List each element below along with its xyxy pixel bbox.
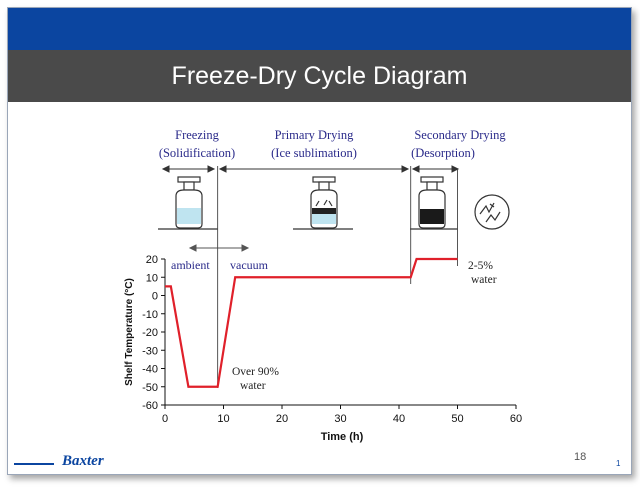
vial-sublimating-icon: [293, 176, 353, 230]
y-tick-label: 0: [152, 291, 158, 303]
phase-primary-title: Primary Drying: [275, 128, 355, 142]
x-tick-label: 30: [334, 413, 346, 425]
x-tick-label: 40: [393, 413, 405, 425]
vial-dried-icon: [410, 176, 458, 230]
label-vacuum: vacuum: [230, 258, 269, 272]
y-tick-label: -60: [142, 400, 158, 412]
y-tick-label: -40: [142, 364, 158, 376]
footer-rule: [14, 463, 54, 465]
x-tick-label: 60: [510, 413, 522, 425]
x-tick-label: 50: [451, 413, 463, 425]
chart-series: [165, 257, 458, 388]
slide-title: Freeze-Dry Cycle Diagram: [8, 50, 631, 102]
phase-boundaries: [217, 166, 458, 388]
x-tick-label: 20: [276, 413, 288, 425]
baxter-logo: Baxter: [62, 453, 104, 469]
y-tick-label: 20: [146, 254, 158, 266]
y-axis-label: Shelf Temperature (°C): [124, 278, 135, 386]
shelf-temperature-line: [165, 257, 458, 388]
slide: Freeze-Dry Cycle Diagram Freezing (Solid…: [7, 7, 632, 475]
header-band: [8, 8, 631, 50]
phase-freezing-subtitle: (Solidification): [159, 146, 235, 160]
phase-secondary-subtitle: (Desorption): [411, 146, 475, 160]
phase-span-arrows: [161, 165, 460, 173]
phase-primary-subtitle: (Ice sublimation): [271, 146, 357, 160]
corner-mark: 1: [616, 459, 621, 468]
page-number: 18: [574, 451, 587, 463]
y-tick-label: 10: [146, 272, 158, 284]
x-tick-label: 10: [217, 413, 229, 425]
y-tick-label: -20: [142, 327, 158, 339]
y-tick-label: -30: [142, 345, 158, 357]
dried-cake-icon: [474, 194, 510, 230]
label-residual-line2: water: [471, 274, 497, 286]
vial-frozen-icon: [158, 176, 218, 230]
label-over90-line1: Over 90%: [232, 366, 279, 378]
ambient-vacuum-arrow: [188, 244, 250, 252]
label-over90-line2: water: [240, 380, 266, 392]
x-axis-label: Time (h): [321, 431, 364, 443]
phase-freezing-title: Freezing: [175, 128, 219, 142]
label-ambient: ambient: [171, 258, 210, 272]
freeze-dry-chart: Freezing (Solidification) Primary Drying…: [124, 128, 522, 443]
y-tick-label: -10: [142, 309, 158, 321]
chart-axes: 0 10 20 30 40 50 60 -60 -50 -40 -30 -20 -10 0 10 20: [142, 254, 522, 425]
y-tick-label: -50: [142, 382, 158, 394]
label-residual-line1: 2-5%: [468, 260, 493, 272]
phase-secondary-title: Secondary Drying: [414, 128, 506, 142]
x-tick-label: 0: [162, 413, 168, 425]
